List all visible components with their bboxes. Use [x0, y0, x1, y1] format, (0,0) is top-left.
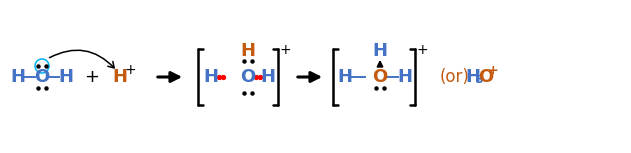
Text: +: + [279, 43, 291, 57]
Text: H: H [261, 68, 276, 86]
Text: H: H [112, 68, 127, 86]
Text: +: + [416, 43, 428, 57]
Text: O: O [478, 68, 493, 86]
Text: H: H [338, 68, 353, 86]
Text: H: H [59, 68, 73, 86]
Text: H: H [466, 68, 480, 86]
Text: H: H [11, 68, 25, 86]
Text: (or): (or) [440, 68, 470, 86]
Text: O: O [240, 68, 256, 86]
Text: +: + [124, 63, 136, 77]
Text: O: O [34, 68, 50, 86]
Text: 3: 3 [475, 75, 483, 85]
Text: H: H [398, 68, 413, 86]
Text: H: H [372, 42, 387, 60]
Text: +: + [85, 68, 100, 86]
Text: O: O [372, 68, 387, 86]
Text: +: + [488, 63, 498, 76]
Text: H: H [204, 68, 218, 86]
FancyArrowPatch shape [49, 50, 114, 68]
Text: H: H [240, 42, 256, 60]
